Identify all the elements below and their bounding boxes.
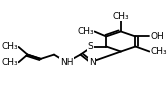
Text: N: N — [89, 58, 95, 67]
Text: CH₃: CH₃ — [113, 12, 129, 21]
Text: OH: OH — [150, 32, 164, 41]
Text: CH₃: CH₃ — [1, 42, 18, 51]
Text: NH: NH — [60, 58, 73, 67]
Text: CH₃: CH₃ — [150, 47, 167, 56]
Text: CH₃: CH₃ — [1, 58, 18, 67]
Text: S: S — [88, 42, 94, 51]
Text: CH₃: CH₃ — [77, 27, 94, 36]
